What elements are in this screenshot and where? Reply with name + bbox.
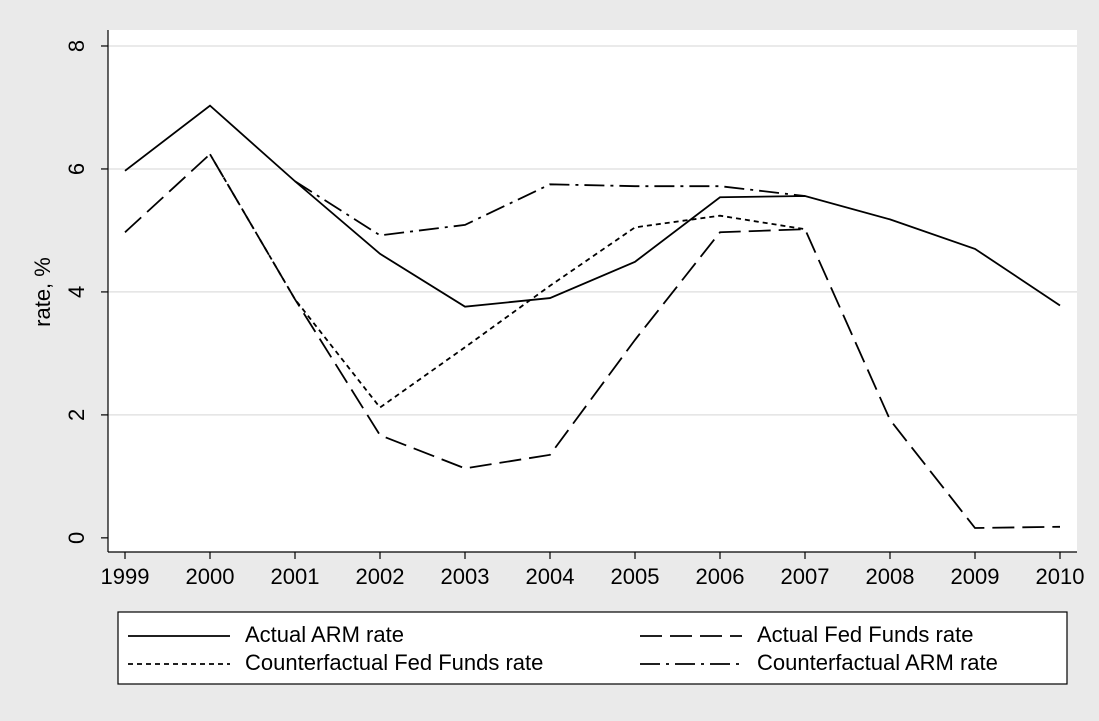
x-tick-label: 2004 <box>526 564 575 589</box>
x-tick-label: 2005 <box>611 564 660 589</box>
y-axis-title: rate, % <box>30 257 55 327</box>
y-tick-label: 4 <box>64 286 89 298</box>
x-tick-label: 2002 <box>356 564 405 589</box>
legend-label: Actual Fed Funds rate <box>757 622 973 647</box>
x-tick-label: 2008 <box>866 564 915 589</box>
x-tick-label: 2003 <box>441 564 490 589</box>
legend-label: Counterfactual ARM rate <box>757 650 998 675</box>
y-tick-label: 2 <box>64 409 89 421</box>
x-tick-label: 2000 <box>186 564 235 589</box>
x-tick-label: 2007 <box>781 564 830 589</box>
plot-area <box>108 30 1077 552</box>
series-line <box>209 153 806 409</box>
series-line <box>124 104 1061 308</box>
y-tick-label: 6 <box>64 163 89 175</box>
legend-label: Counterfactual Fed Funds rate <box>245 650 543 675</box>
x-tick-label: 1999 <box>101 564 150 589</box>
series-line <box>124 152 1061 529</box>
x-tick-label: 2006 <box>696 564 745 589</box>
legend <box>117 611 1068 685</box>
x-tick-label: 2001 <box>271 564 320 589</box>
x-tick-label: 2010 <box>1036 564 1085 589</box>
y-tick-label: 0 <box>64 532 89 544</box>
y-tick-label: 8 <box>64 40 89 52</box>
legend-label: Actual ARM rate <box>245 622 404 647</box>
x-tick-label: 2009 <box>951 564 1000 589</box>
series-line <box>294 180 806 237</box>
